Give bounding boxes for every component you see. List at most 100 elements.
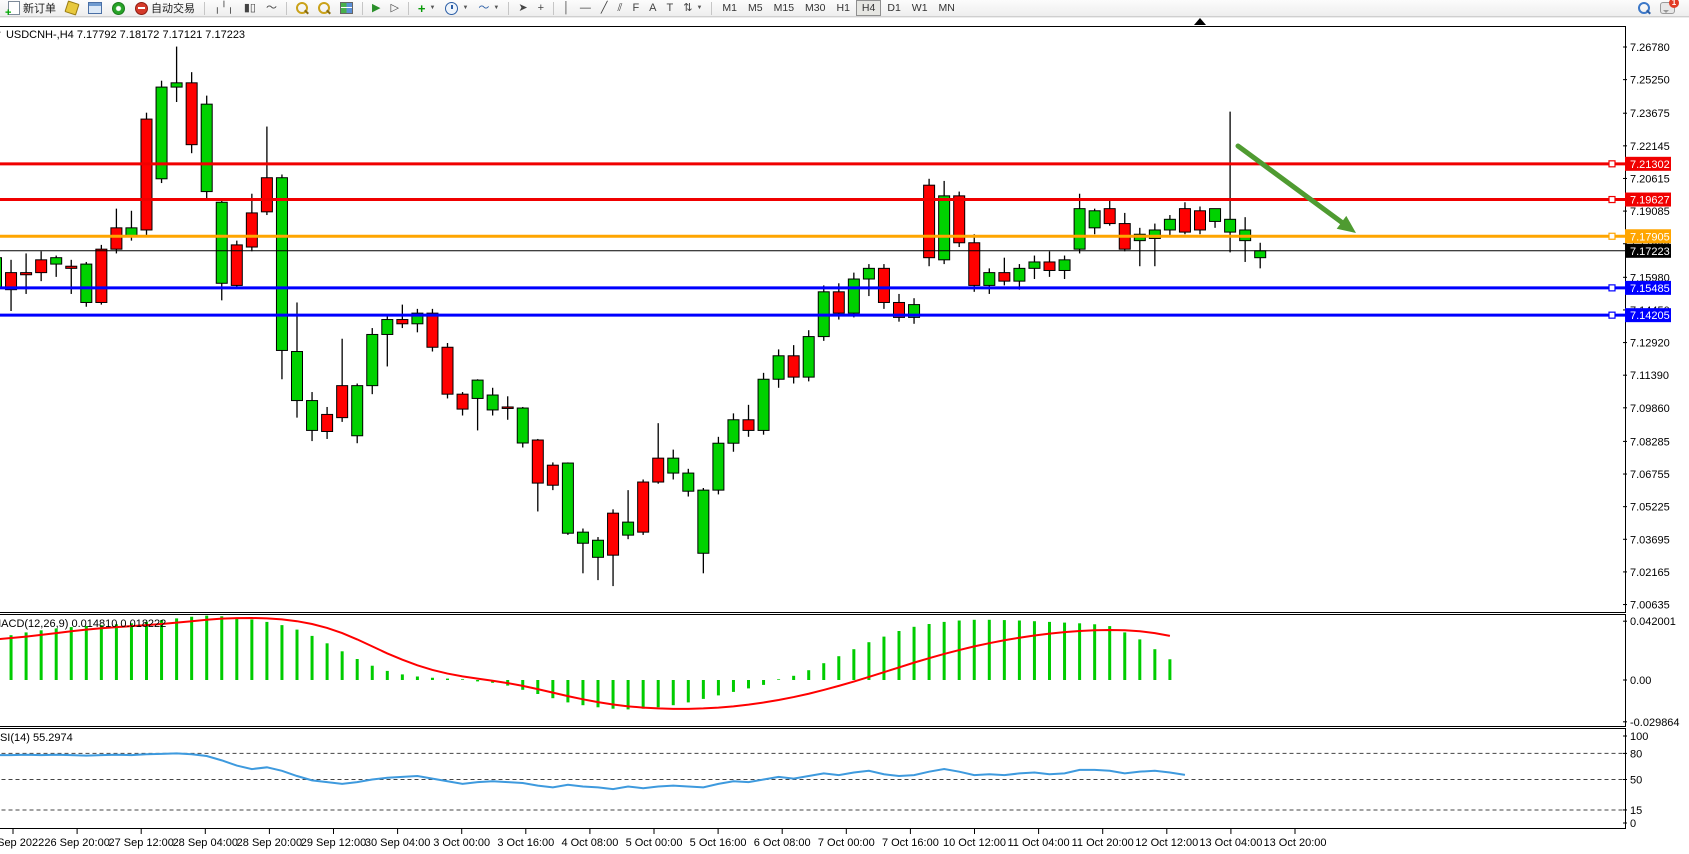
text-tool-button[interactable]: A bbox=[645, 0, 660, 17]
bull-candle bbox=[1013, 267, 1026, 282]
time-tick-label: 29 Sep 12:00 bbox=[301, 837, 366, 849]
support-line-2-handle[interactable] bbox=[1608, 311, 1616, 319]
signals-button[interactable] bbox=[108, 0, 129, 17]
bull-candle bbox=[592, 539, 604, 558]
vertical-line-icon: │ bbox=[563, 1, 570, 14]
bull-candle bbox=[200, 103, 213, 193]
price-tick-label: 7.12920 bbox=[1630, 338, 1670, 350]
horizontal-line-button[interactable]: — bbox=[576, 0, 595, 17]
bull-candle bbox=[1058, 259, 1071, 271]
label-tool-button[interactable]: T bbox=[663, 0, 678, 17]
support-line-1-badge bbox=[1625, 280, 1671, 295]
resistance-line-2-handle[interactable] bbox=[1608, 195, 1616, 204]
timeframe-button-m30[interactable]: M30 bbox=[805, 2, 826, 14]
bear-candle bbox=[65, 265, 78, 269]
bull-candle bbox=[622, 521, 635, 536]
macd-indicator: 0.042001 0.00 -0.029864 MACD(12,26,9) 0.014… bbox=[0, 615, 1680, 729]
macd-label: MACD(12,26,9) 0.014810 0.018222 bbox=[0, 618, 166, 630]
resistance-line-1-badge bbox=[1625, 156, 1671, 171]
timeframe-button-h4[interactable]: H4 bbox=[855, 0, 882, 16]
price-axis: 7.26780 7.25250 7.23675 7.22145 7.20615 7.190… bbox=[1623, 42, 1670, 612]
fibonacci-button[interactable]: F bbox=[628, 0, 643, 17]
bull-candle bbox=[486, 394, 499, 411]
trendline-icon: ╱ bbox=[600, 1, 608, 14]
bull-candle bbox=[1224, 218, 1237, 233]
chart-canvas[interactable]: 7.26780 7.25250 7.23675 7.22145 7.20615 7.190… bbox=[0, 18, 1689, 854]
resistance-line-2-badge bbox=[1625, 192, 1671, 207]
candle-chart-button[interactable]: ▮▯ bbox=[240, 0, 260, 17]
time-tick-label: 27 Sep 12:00 bbox=[108, 837, 173, 849]
bear-candle bbox=[998, 272, 1011, 282]
toolbar-separator bbox=[285, 1, 287, 15]
price-tick-label: 7.11390 bbox=[1630, 370, 1669, 382]
timeframe-button-m1[interactable]: M1 bbox=[722, 2, 738, 14]
trend-arrow-annotation[interactable] bbox=[1235, 143, 1356, 233]
bull-candle bbox=[1163, 218, 1176, 231]
zoom-out-button[interactable] bbox=[314, 0, 334, 17]
timeframe-button-w1[interactable]: W1 bbox=[911, 2, 928, 14]
rsi-pane[interactable] bbox=[0, 728, 1626, 829]
zoom-in-button[interactable] bbox=[292, 0, 312, 17]
bear-candle bbox=[230, 244, 243, 286]
search-button[interactable] bbox=[1634, 0, 1654, 17]
periods-button[interactable]: ▼ bbox=[441, 0, 472, 17]
chart-window[interactable]: 7.26780 7.25250 7.23675 7.22145 7.20615 7.190… bbox=[0, 18, 1689, 854]
auto-trading-label: 自动交易 bbox=[151, 3, 195, 15]
crosshair-button[interactable]: + bbox=[534, 0, 548, 17]
toolbar: 新订单 自动交易 ╷╵╷ ▮▯ 〜 ▶ ▷ +▼ ▼ 〜▼ ➤ + │ — ╱ … bbox=[0, 0, 1689, 18]
main-pane[interactable] bbox=[0, 26, 1626, 613]
rsi-line bbox=[0, 752, 1186, 791]
channel-button[interactable]: ⫽ bbox=[614, 0, 627, 17]
current-price-line-badge-label: 7.17223 bbox=[1630, 246, 1670, 258]
styler-button[interactable] bbox=[62, 0, 82, 17]
bull-candle bbox=[667, 457, 680, 474]
bull-candle bbox=[155, 86, 168, 180]
trendline-button[interactable]: ╱ bbox=[597, 0, 612, 17]
timeframe-button-m15[interactable]: M15 bbox=[773, 2, 795, 14]
timeframe-button-m5[interactable]: M5 bbox=[748, 2, 763, 14]
templates-button[interactable]: 〜 ▼ bbox=[474, 0, 503, 17]
bear-candle bbox=[968, 242, 981, 286]
bear-candle bbox=[787, 355, 800, 378]
support-line-2-badge-label: 7.14205 bbox=[1630, 310, 1670, 322]
bar-chart-button[interactable]: ╷╵╷ bbox=[210, 0, 238, 17]
bull-candle bbox=[170, 82, 183, 88]
macd-tick-label: -0.029864 bbox=[1630, 717, 1680, 729]
chart-shift-marker[interactable] bbox=[1194, 18, 1206, 25]
timeframe-button-mn[interactable]: MN bbox=[938, 2, 955, 14]
pivot-line-badge bbox=[1625, 229, 1671, 244]
chart-shift-button[interactable]: ▷ bbox=[386, 0, 402, 17]
macd-pane[interactable] bbox=[0, 614, 1626, 727]
pivot-line-handle[interactable] bbox=[1608, 232, 1616, 240]
resistance-line-1-handle[interactable] bbox=[1608, 160, 1616, 168]
bear-candle bbox=[245, 212, 258, 248]
vertical-line-button[interactable]: │ bbox=[559, 0, 574, 17]
bull-candle bbox=[757, 378, 770, 431]
bear-candle bbox=[336, 385, 349, 419]
new-order-button[interactable]: 新订单 bbox=[4, 0, 60, 18]
bull-candle bbox=[366, 333, 379, 387]
indicators-button[interactable]: + ▼ bbox=[414, 0, 440, 17]
auto-scroll-button[interactable]: ▶ bbox=[368, 0, 384, 17]
time-tick-label: 13 Oct 20:00 bbox=[1264, 837, 1327, 849]
market-watch-button[interactable] bbox=[84, 0, 106, 17]
line-chart-button[interactable]: 〜 bbox=[262, 0, 281, 17]
arrow-shaft[interactable] bbox=[1235, 143, 1345, 225]
arrows-tool-button[interactable]: ⇅ ▼ bbox=[679, 0, 706, 17]
timeframe-button-h1[interactable]: H1 bbox=[836, 2, 850, 14]
bull-candle bbox=[1088, 210, 1101, 229]
arrow-head[interactable] bbox=[1336, 215, 1356, 233]
cursor-button[interactable]: ➤ bbox=[514, 0, 531, 17]
auto-trading-button[interactable]: 自动交易 bbox=[131, 0, 199, 17]
bull-candle bbox=[727, 419, 740, 444]
chat-button[interactable]: 1 bbox=[1656, 0, 1679, 17]
time-tick-label: 30 Sep 04:00 bbox=[365, 837, 430, 849]
price-tick-label: 7.26780 bbox=[1630, 42, 1670, 54]
rsi-indicator: 100 80 50 150 RSI(14) 55.2974 bbox=[0, 731, 1648, 830]
bear-candle bbox=[832, 291, 845, 314]
support-line-1-handle[interactable] bbox=[1608, 284, 1616, 292]
price-tick-label: 7.09860 bbox=[1630, 403, 1670, 415]
tile-windows-button[interactable] bbox=[336, 0, 357, 17]
bear-candle bbox=[923, 184, 936, 259]
timeframe-button-d1[interactable]: D1 bbox=[887, 2, 901, 14]
